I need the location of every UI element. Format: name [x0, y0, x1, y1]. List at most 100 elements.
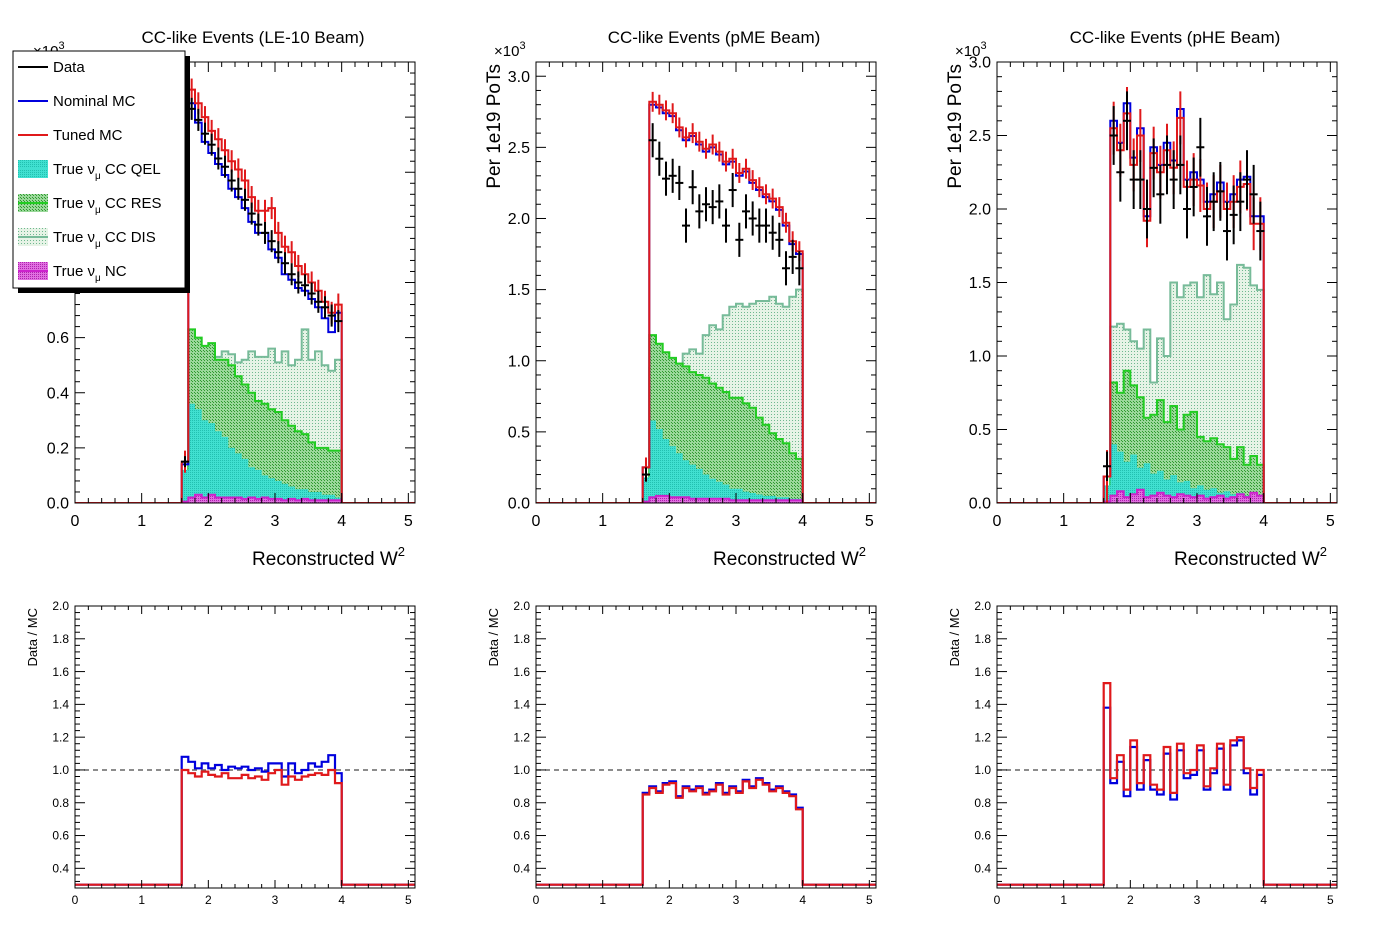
y-tick-label: 1.5	[508, 282, 530, 299]
y-tick-label: 0.8	[974, 796, 991, 810]
plot-area	[75, 78, 415, 503]
y-multiplier-exp: 3	[519, 40, 525, 52]
plot-frame	[535, 605, 877, 889]
x-tick-label: 4	[1259, 513, 1268, 530]
x-tick-label: 5	[865, 513, 874, 530]
y-tick-label: 3.0	[508, 69, 530, 86]
y-tick-label: 0.5	[969, 422, 991, 439]
ratio-tuned-line	[536, 778, 876, 886]
x-tick-label: 3	[272, 893, 279, 907]
nominal-mc-line	[997, 102, 1337, 503]
y-tick-label: 2.0	[969, 202, 991, 219]
y-tick-label: 1.4	[974, 698, 991, 712]
x-axis-label-sup: 2	[398, 544, 405, 559]
y-tick-label: 1.0	[969, 349, 991, 366]
qel-stack	[1103, 444, 1264, 503]
y-tick-label: 0.6	[513, 829, 530, 843]
nc-stack	[75, 493, 415, 503]
y-tick-label: 2.5	[969, 128, 991, 145]
y-tick-label: 2.0	[508, 211, 530, 228]
legend-label-rest: CC DIS	[101, 229, 156, 246]
legend-label: Tuned MC	[53, 127, 123, 144]
legend-label-sub: μ	[95, 239, 101, 250]
y-tick-label: 1.8	[974, 632, 991, 646]
y-tick-label: 1.5	[969, 275, 991, 292]
plot-area	[75, 754, 415, 886]
panels-layer: 0 1 2 3 4 5 0.0 0.2 0.4 0.6 CC-like Events (LE-10 …	[25, 28, 1338, 907]
panel-title: CC-like Events (pME Beam)	[608, 28, 821, 47]
y-tick-label: 0.6	[974, 829, 991, 843]
x-tick-label: 4	[337, 513, 346, 530]
x-axis-label-base: Reconstructed W	[713, 549, 859, 570]
y-tick-label: 1.6	[974, 665, 991, 679]
legend-label-rest: NC	[101, 263, 127, 280]
y-tick-label: 0.0	[508, 496, 530, 513]
legend-label: True νμ CC RES	[53, 195, 162, 216]
x-tick-label: 5	[1327, 893, 1334, 907]
y-tick-label: 2.0	[974, 599, 991, 613]
y-multiplier-base: ×10	[494, 43, 519, 60]
y-tick-label: 1.0	[974, 763, 991, 777]
y-tick-label: 1.4	[52, 698, 69, 712]
panel-title: CC-like Events (LE-10 Beam)	[142, 28, 365, 47]
legend-label: True νμ NC	[53, 263, 127, 284]
ratio-y-axis-label: Data / MC	[486, 608, 501, 667]
y-tick-label: 2.5	[508, 140, 530, 157]
x-tick-label: 4	[1260, 893, 1267, 907]
y-tick-label: 1.0	[513, 763, 530, 777]
y-tick-label: 3.0	[969, 55, 991, 72]
panel-3-main: 0 1 2 3 4 5 0.0 0.5 1.0 1.5 2.0 2.5 3.0 CC-like Event…	[945, 28, 1338, 570]
y-tick-label: 0.0	[47, 496, 69, 513]
legend-item: True νμ NC	[18, 262, 127, 284]
x-tick-label: 4	[799, 893, 806, 907]
legend-label-sub: μ	[95, 171, 101, 182]
y-tick-label: 1.2	[52, 730, 69, 744]
panel-2-main: 0 1 2 3 4 5 0.0 0.5 1.0 1.5 2.0 2.5 3.0 CC-like Event…	[484, 28, 877, 570]
legend-item: True νμ CC DIS	[18, 228, 156, 250]
x-tick-label: 4	[798, 513, 807, 530]
y-tick-label: 0.4	[47, 385, 69, 402]
tuned-mc-line	[75, 88, 415, 503]
y-tick-label: 1.0	[508, 353, 530, 370]
y-tick-label: 0.6	[47, 330, 69, 347]
y-tick-label: 0.4	[974, 862, 991, 876]
x-tick-label: 2	[205, 893, 212, 907]
x-tick-label: 3	[732, 513, 741, 530]
panel-5-ratio: 0 1 2 3 4 5 0.4 0.6 0.8 1.0 1.2 1.4 1.6 1.8 2.0 Data / …	[486, 599, 877, 907]
x-tick-label: 2	[666, 893, 673, 907]
legend-label-base: True ν	[53, 161, 95, 178]
panel-6-ratio: 0 1 2 3 4 5 0.4 0.6 0.8 1.0 1.2 1.4 1.6 1.8 2.0 Data / …	[947, 599, 1338, 907]
legend-label-sub: μ	[95, 205, 101, 216]
x-axis-label-sup: 2	[859, 544, 866, 559]
y-tick-label: 1.6	[52, 665, 69, 679]
x-axis-label-base: Reconstructed W	[1174, 549, 1320, 570]
legend-label-base: True ν	[53, 195, 95, 212]
plot-frame	[996, 605, 1338, 889]
x-axis-label: Reconstructed W2	[252, 544, 405, 570]
y-multiplier-exp: 3	[58, 40, 64, 52]
x-tick-label: 2	[1126, 513, 1135, 530]
y-multiplier: ×103	[494, 40, 526, 60]
x-tick-label: 1	[1060, 893, 1067, 907]
ratio-tuned-line	[997, 682, 1337, 886]
legend-label: Data	[53, 59, 85, 76]
x-tick-label: 0	[994, 893, 1001, 907]
legend-label: Nominal MC	[53, 93, 136, 110]
y-multiplier: ×103	[955, 40, 987, 60]
y-tick-label: 0.5	[508, 424, 530, 441]
x-tick-label: 3	[271, 513, 280, 530]
y-tick-label: 1.8	[513, 632, 530, 646]
ratio-nominal-line	[75, 754, 415, 886]
plot-frame	[535, 61, 877, 504]
y-tick-label: 2.0	[513, 599, 530, 613]
y-axis-label: Per 1e19 PoTs	[484, 64, 505, 189]
x-tick-label: 1	[137, 513, 146, 530]
legend-item: True νμ CC RES	[18, 194, 162, 216]
y-tick-label: 1.8	[52, 632, 69, 646]
legend-label-rest: CC QEL	[101, 161, 161, 178]
x-tick-label: 0	[532, 513, 541, 530]
ratio-y-axis-label: Data / MC	[947, 608, 962, 667]
x-tick-label: 0	[71, 513, 80, 530]
y-tick-label: 1.4	[513, 698, 530, 712]
